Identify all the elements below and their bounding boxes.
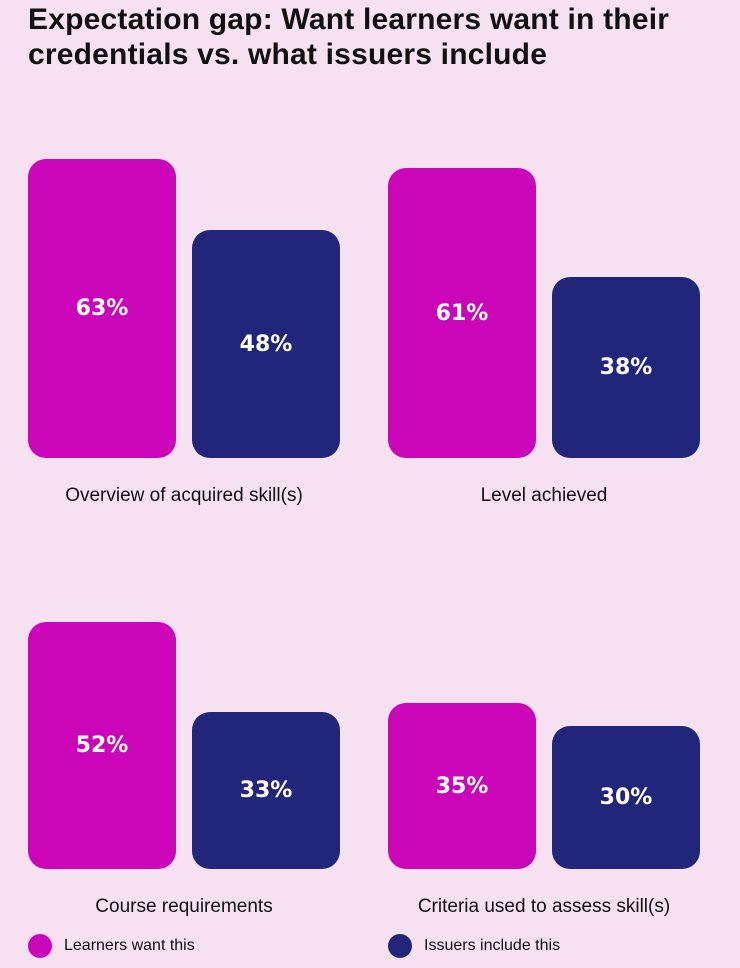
bar-issuers: 48%	[192, 230, 340, 458]
legend-swatch-issuers	[388, 934, 412, 958]
bar-learners: 35%	[388, 703, 536, 869]
legend-item-learners: Learners want this	[28, 934, 195, 958]
bar-issuers: 38%	[552, 277, 700, 458]
category-label: Level achieved	[480, 485, 608, 506]
bar-value-label: 52%	[75, 733, 129, 758]
bar-panel: 63% 48% Overview of acquired skill(s)	[28, 90, 340, 510]
bar-value-label: 61%	[435, 300, 489, 326]
bar-value-label: 35%	[435, 773, 489, 799]
chart-title: Expectation gap: Want learners want in t…	[28, 3, 670, 71]
category-label: Criteria used to assess skill(s)	[417, 896, 671, 917]
category-label: Overview of acquired skill(s)	[65, 485, 303, 506]
bar-learners: 61%	[388, 168, 536, 458]
bar-panel: 35% 30% Criteria used to assess skill(s)	[388, 501, 700, 921]
bar-value-label: 48%	[239, 331, 293, 357]
bar-value-label: 63%	[75, 296, 129, 321]
legend-label-learners: Learners want this	[64, 937, 195, 954]
bar-issuers: 30%	[552, 726, 700, 869]
bar-value-label: 30%	[599, 785, 653, 810]
legend-item-issuers: Issuers include this	[388, 934, 560, 958]
bar-value-label: 33%	[239, 778, 293, 803]
bar-panel: 61% 38% Level achieved	[388, 90, 700, 510]
legend-label-issuers: Issuers include this	[424, 937, 561, 954]
bar-value-label: 38%	[599, 355, 653, 380]
bar-learners: 63%	[28, 159, 176, 458]
bar-panel: 52% 33% Course requirements	[28, 501, 340, 921]
category-label: Course requirements	[95, 896, 273, 917]
bar-learners: 52%	[28, 622, 176, 869]
bar-issuers: 33%	[192, 712, 340, 869]
legend-swatch-learners	[28, 934, 52, 958]
